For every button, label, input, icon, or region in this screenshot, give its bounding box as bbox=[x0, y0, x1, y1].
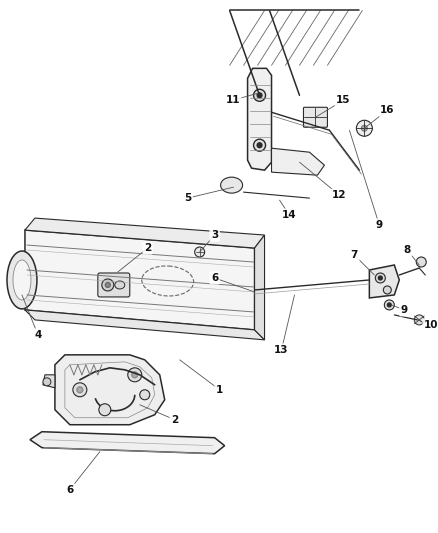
Circle shape bbox=[356, 120, 371, 136]
Text: 9: 9 bbox=[375, 220, 382, 230]
Circle shape bbox=[102, 279, 113, 291]
Text: 6: 6 bbox=[66, 484, 73, 495]
Polygon shape bbox=[271, 148, 324, 175]
Polygon shape bbox=[247, 68, 271, 170]
Text: 5: 5 bbox=[184, 193, 191, 203]
FancyBboxPatch shape bbox=[303, 107, 327, 127]
Circle shape bbox=[415, 257, 425, 267]
Ellipse shape bbox=[7, 251, 37, 309]
Circle shape bbox=[253, 90, 265, 101]
Circle shape bbox=[73, 383, 87, 397]
Polygon shape bbox=[30, 432, 224, 454]
Ellipse shape bbox=[13, 260, 31, 300]
Text: 14: 14 bbox=[282, 210, 296, 220]
Polygon shape bbox=[254, 235, 264, 340]
FancyBboxPatch shape bbox=[98, 273, 130, 297]
Circle shape bbox=[360, 125, 367, 131]
Polygon shape bbox=[43, 375, 55, 388]
Text: 3: 3 bbox=[211, 230, 218, 240]
Text: 11: 11 bbox=[225, 95, 239, 106]
Text: 12: 12 bbox=[332, 190, 346, 200]
Text: 7: 7 bbox=[350, 250, 357, 260]
Circle shape bbox=[99, 404, 110, 416]
Circle shape bbox=[374, 273, 385, 283]
Text: 13: 13 bbox=[274, 345, 288, 355]
Circle shape bbox=[382, 286, 390, 294]
Text: 9: 9 bbox=[400, 305, 407, 315]
Text: 2: 2 bbox=[144, 243, 151, 253]
Text: 1: 1 bbox=[215, 385, 223, 395]
Circle shape bbox=[131, 372, 138, 378]
Polygon shape bbox=[55, 355, 164, 425]
Circle shape bbox=[139, 390, 149, 400]
Circle shape bbox=[257, 143, 261, 148]
Ellipse shape bbox=[220, 177, 242, 193]
Text: 16: 16 bbox=[379, 106, 394, 115]
Text: 6: 6 bbox=[211, 273, 218, 283]
Circle shape bbox=[386, 303, 390, 307]
Text: 2: 2 bbox=[171, 415, 178, 425]
Text: 8: 8 bbox=[403, 245, 410, 255]
Text: 15: 15 bbox=[336, 95, 350, 106]
Circle shape bbox=[105, 282, 110, 287]
Circle shape bbox=[257, 93, 261, 98]
Text: 10: 10 bbox=[423, 320, 438, 330]
Polygon shape bbox=[368, 265, 399, 298]
Circle shape bbox=[253, 139, 265, 151]
Circle shape bbox=[413, 315, 423, 325]
Circle shape bbox=[127, 368, 141, 382]
Circle shape bbox=[77, 387, 83, 393]
Circle shape bbox=[43, 378, 51, 386]
Circle shape bbox=[383, 300, 393, 310]
Polygon shape bbox=[25, 310, 264, 340]
Polygon shape bbox=[25, 230, 254, 330]
Polygon shape bbox=[25, 218, 264, 248]
Ellipse shape bbox=[115, 281, 124, 289]
Circle shape bbox=[194, 247, 204, 257]
Text: 4: 4 bbox=[34, 330, 42, 340]
Circle shape bbox=[378, 276, 381, 280]
